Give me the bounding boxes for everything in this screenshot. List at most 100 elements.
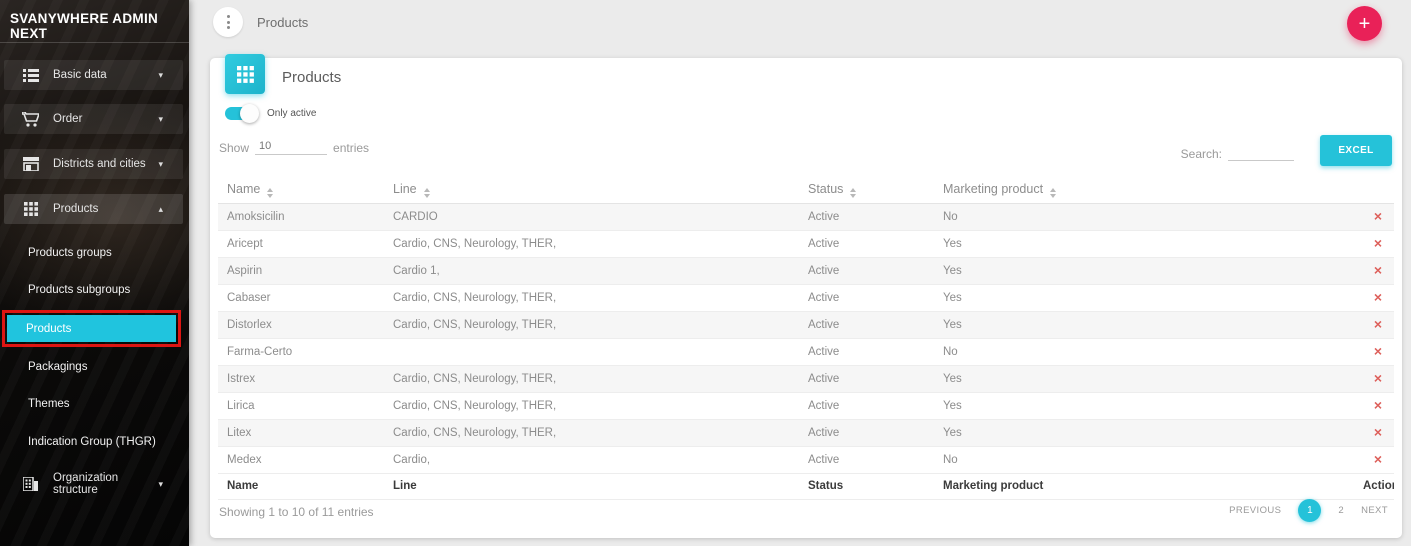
sidebar: SVANYWHERE ADMIN NEXT Basic data ▾ Order… <box>0 0 189 546</box>
table-row[interactable]: Lirica Cardio, CNS, Neurology, THER, Act… <box>218 392 1394 420</box>
cell-line: Cardio, CNS, Neurology, THER, <box>384 230 799 258</box>
column-header-name[interactable]: Name <box>218 177 384 204</box>
cell-status: Active <box>799 419 934 447</box>
only-active-toggle[interactable] <box>225 104 259 123</box>
delete-row-icon[interactable]: × <box>1373 289 1382 305</box>
sort-icon <box>423 187 430 198</box>
column-header-marketing-product[interactable]: Marketing product <box>934 177 1354 204</box>
cell-marketing-product: No <box>934 446 1354 474</box>
delete-row-icon[interactable]: × <box>1373 451 1382 467</box>
sidebar-item-label: Organization structure <box>53 472 119 496</box>
page-2-button[interactable]: 2 <box>1338 505 1345 516</box>
sidebar-item-label: Order <box>53 113 83 125</box>
add-button[interactable]: + <box>1347 6 1382 41</box>
cell-actions: × <box>1354 203 1394 231</box>
page-length-input[interactable] <box>255 140 328 155</box>
cell-name: Aricept <box>218 230 384 258</box>
excel-export-button[interactable]: EXCEL <box>1320 135 1392 166</box>
sidebar-subitem-label: Packagings <box>28 361 88 373</box>
cell-actions: × <box>1354 419 1394 447</box>
sidebar-subitem-themes[interactable]: Themes <box>4 391 183 417</box>
entries-label: entries <box>333 141 370 155</box>
sidebar-subitem-label: Indication Group (THGR) <box>28 436 156 448</box>
table-row[interactable]: Litex Cardio, CNS, Neurology, THER, Acti… <box>218 419 1394 447</box>
table-row[interactable]: Cabaser Cardio, CNS, Neurology, THER, Ac… <box>218 284 1394 312</box>
delete-row-icon[interactable]: × <box>1373 343 1382 359</box>
cell-actions: × <box>1354 338 1394 366</box>
toggle-label: Only active <box>267 108 317 119</box>
cell-status: Active <box>799 338 934 366</box>
table-row[interactable]: Istrex Cardio, CNS, Neurology, THER, Act… <box>218 365 1394 393</box>
table-row[interactable]: Aricept Cardio, CNS, Neurology, THER, Ac… <box>218 230 1394 258</box>
delete-row-icon[interactable]: × <box>1373 235 1382 251</box>
kebab-dot <box>226 20 230 24</box>
sidebar-subitem-indication-group[interactable]: Indication Group (THGR) <box>4 429 183 455</box>
cell-status: Active <box>799 257 934 285</box>
table-row[interactable]: Aspirin Cardio 1, Active Yes × <box>218 257 1394 285</box>
kebab-dot <box>226 15 230 18</box>
cell-status: Active <box>799 284 934 312</box>
search-label: Search: <box>1180 147 1222 161</box>
footer-header-status: Status <box>799 473 934 500</box>
kebab-menu-button[interactable] <box>213 7 243 37</box>
chevron-up-icon: ▴ <box>158 203 163 214</box>
sidebar-item-label: Products <box>53 203 99 215</box>
store-icon <box>22 157 39 172</box>
sidebar-subitem-products-selected[interactable]: Products <box>7 315 176 342</box>
sidebar-item-districts-and-cities[interactable]: Districts and cities ▾ <box>4 149 183 179</box>
cell-marketing-product: Yes <box>934 365 1354 393</box>
sort-icon <box>850 187 857 198</box>
cell-line: Cardio, CNS, Neurology, THER, <box>384 284 799 312</box>
cell-actions: × <box>1354 365 1394 393</box>
cell-actions: × <box>1354 284 1394 312</box>
table-row[interactable]: Amoksicilin CARDIO Active No × <box>218 203 1394 231</box>
previous-page-button[interactable]: PREVIOUS <box>1229 505 1282 516</box>
delete-row-icon[interactable]: × <box>1373 370 1382 386</box>
sidebar-subitem-packagings[interactable]: Packagings <box>4 354 183 380</box>
sidebar-item-label: Basic data <box>53 69 107 81</box>
sort-icon <box>1050 187 1057 198</box>
cell-status: Active <box>799 203 934 231</box>
delete-row-icon[interactable]: × <box>1373 208 1382 224</box>
delete-row-icon[interactable]: × <box>1373 262 1382 278</box>
red-highlight-box: Products <box>2 310 181 347</box>
sidebar-subitem-label: Products groups <box>28 247 112 259</box>
sidebar-item-products[interactable]: Products ▴ <box>4 194 183 224</box>
page-1-button[interactable]: 1 <box>1298 499 1322 522</box>
delete-row-icon[interactable]: × <box>1373 316 1382 332</box>
page-title: Products <box>257 15 309 30</box>
table-footer-row: Name Line Status Marketing product Actio… <box>218 473 1394 500</box>
cell-marketing-product: Yes <box>934 257 1354 285</box>
grid-icon <box>22 202 39 217</box>
table-row[interactable]: Medex Cardio, Active No × <box>218 446 1394 474</box>
sidebar-subitem-products-groups[interactable]: Products groups <box>4 240 183 266</box>
sidebar-subitem-products-subgroups[interactable]: Products subgroups <box>4 277 183 303</box>
toggle-knob[interactable] <box>240 104 259 123</box>
next-page-button[interactable]: NEXT <box>1361 505 1388 516</box>
sidebar-subitem-label: Products <box>26 322 72 335</box>
delete-row-icon[interactable]: × <box>1373 397 1382 413</box>
column-header-status[interactable]: Status <box>799 177 934 204</box>
pagination: PREVIOUS 1 2 NEXT <box>1229 499 1388 522</box>
search-input[interactable] <box>1228 146 1294 161</box>
sidebar-item-order[interactable]: Order ▾ <box>4 104 183 134</box>
card-title: Products <box>282 69 342 86</box>
footer-header-actions: Actions <box>1354 473 1394 500</box>
cell-line: Cardio 1, <box>384 257 799 285</box>
sidebar-subitem-label: Products subgroups <box>28 284 131 296</box>
table-row[interactable]: Distorlex Cardio, CNS, Neurology, THER, … <box>218 311 1394 339</box>
kebab-dot <box>226 26 230 29</box>
delete-row-icon[interactable]: × <box>1373 424 1382 440</box>
column-header-line[interactable]: Line <box>384 177 799 204</box>
cell-actions: × <box>1354 257 1394 285</box>
sidebar-divider <box>0 42 189 43</box>
footer-header-name: Name <box>218 473 384 500</box>
sidebar-item-basic-data[interactable]: Basic data ▾ <box>4 60 183 90</box>
cell-name: Farma-Certo <box>218 338 384 366</box>
table-row[interactable]: Farma-Certo Active No × <box>218 338 1394 366</box>
cell-name: Amoksicilin <box>218 203 384 231</box>
list-icon <box>22 68 39 83</box>
cell-marketing-product: Yes <box>934 284 1354 312</box>
sidebar-item-organization-structure[interactable]: Organization structure ▾ <box>4 469 183 499</box>
cell-line: Cardio, CNS, Neurology, THER, <box>384 392 799 420</box>
